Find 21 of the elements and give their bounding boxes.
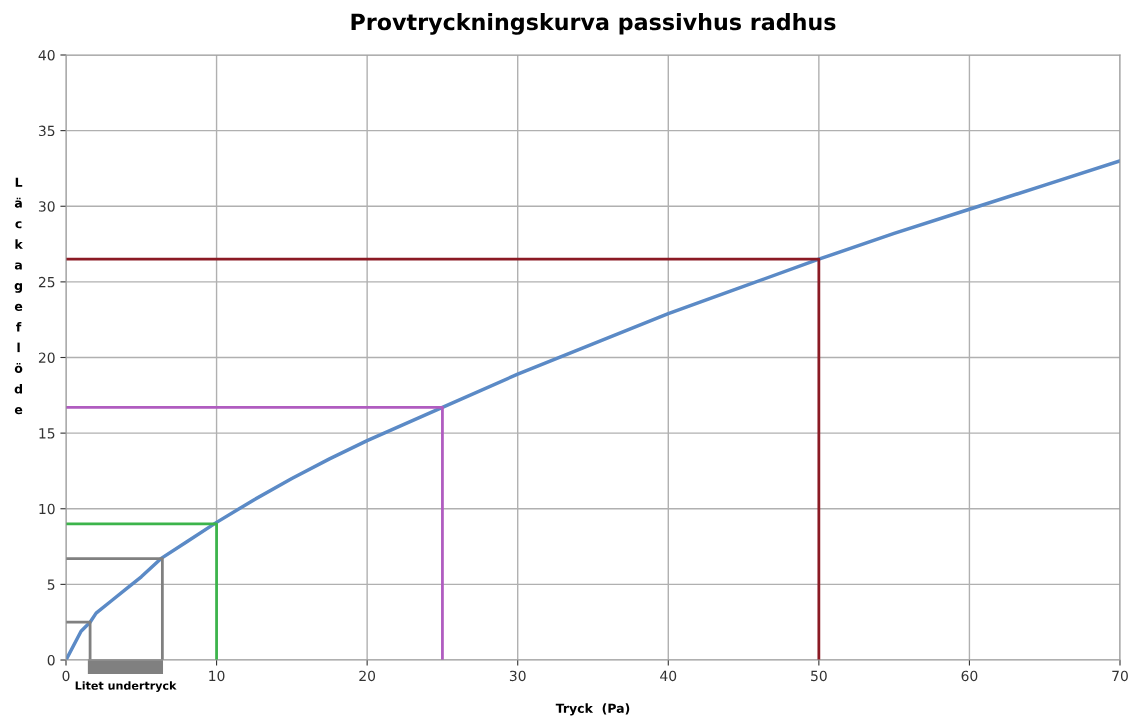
y-tick-label: 10 [39,503,55,515]
y-tick-label: 25 [38,276,55,288]
x-tick-label: 70 [1112,670,1128,682]
x-tick-label: 0 [62,670,70,682]
y-tick-label: 40 [38,49,55,61]
y-tick-label: 5 [47,579,55,590]
x-tick-label: 20 [359,670,376,682]
text: Läckageflöde [14,177,23,415]
text: Litet undertryck [75,681,177,693]
x-tick-label: 50 [811,670,827,682]
x-axis-title: Tryck (Pa) [555,703,630,716]
y-tick-label: 30 [38,201,55,212]
chart-title: Provtryckningskurva passivhus radhus [351,13,836,35]
x-tick-label: 60 [961,670,978,682]
y-tick-label: 20 [38,352,55,363]
x-tick-label: 10 [209,670,225,682]
y-tick-label: 35 [38,125,55,137]
y-tick-label: 15 [39,428,55,439]
x-tick-label: 30 [509,670,526,682]
y-tick-label: 0 [47,654,55,666]
x-tick-label: 40 [660,670,677,682]
